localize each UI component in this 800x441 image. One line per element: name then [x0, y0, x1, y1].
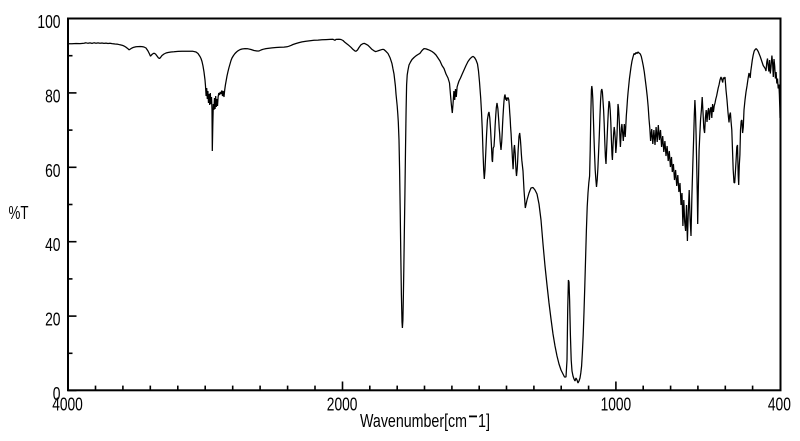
svg-text:400: 400	[768, 395, 791, 415]
svg-text:%T: %T	[9, 203, 29, 223]
svg-text:2000: 2000	[327, 395, 358, 415]
svg-text:1]: 1]	[478, 411, 490, 431]
svg-text:0: 0	[53, 384, 61, 404]
svg-text:60: 60	[45, 161, 60, 181]
svg-text:Wavenumber[cm: Wavenumber[cm	[360, 411, 467, 431]
svg-text:4000: 4000	[52, 395, 83, 415]
svg-text:100: 100	[37, 12, 60, 32]
svg-text:80: 80	[45, 86, 60, 106]
svg-text:40: 40	[45, 235, 60, 255]
svg-text:20: 20	[45, 310, 60, 330]
svg-text:1000: 1000	[601, 395, 632, 415]
